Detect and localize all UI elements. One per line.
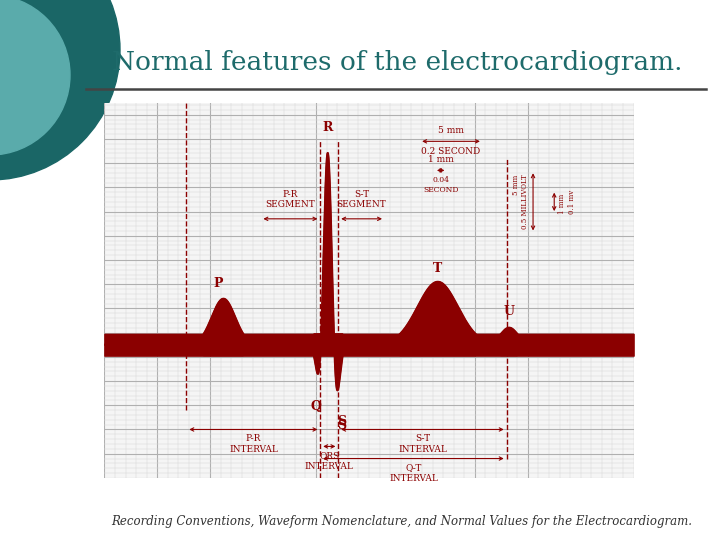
- Text: 5 mm
0.5 MILLIVOLT: 5 mm 0.5 MILLIVOLT: [512, 174, 528, 230]
- Text: S: S: [337, 418, 346, 431]
- Text: P: P: [213, 277, 223, 291]
- Text: 5 mm: 5 mm: [438, 126, 464, 136]
- Text: T: T: [433, 261, 442, 274]
- Circle shape: [0, 0, 70, 155]
- Text: 1 mm: 1 mm: [428, 156, 454, 164]
- Text: S-T
INTERVAL: S-T INTERVAL: [398, 434, 447, 454]
- Text: U: U: [504, 305, 515, 318]
- Text: 0.2 SECOND: 0.2 SECOND: [421, 147, 481, 157]
- Circle shape: [0, 0, 120, 180]
- Text: Normal features of the electrocardiogram.: Normal features of the electrocardiogram…: [112, 50, 682, 75]
- Text: Recording Conventions, Waveform Nomenclature, and Normal Values for the Electroc: Recording Conventions, Waveform Nomencla…: [112, 515, 693, 528]
- Text: QRS
INTERVAL: QRS INTERVAL: [305, 451, 354, 471]
- Text: 1 mm
0.1 mv: 1 mm 0.1 mv: [559, 190, 576, 214]
- Text: Q: Q: [310, 401, 322, 414]
- Text: P-R
INTERVAL: P-R INTERVAL: [229, 434, 278, 454]
- Text: 0.04
SECOND: 0.04 SECOND: [423, 177, 459, 194]
- Text: S-T
SEGMENT: S-T SEGMENT: [337, 190, 387, 209]
- Text: S: S: [337, 415, 346, 428]
- Text: P-R
SEGMENT: P-R SEGMENT: [265, 190, 315, 209]
- Text: R: R: [323, 121, 333, 134]
- Text: Q-T
INTERVAL: Q-T INTERVAL: [389, 463, 438, 483]
